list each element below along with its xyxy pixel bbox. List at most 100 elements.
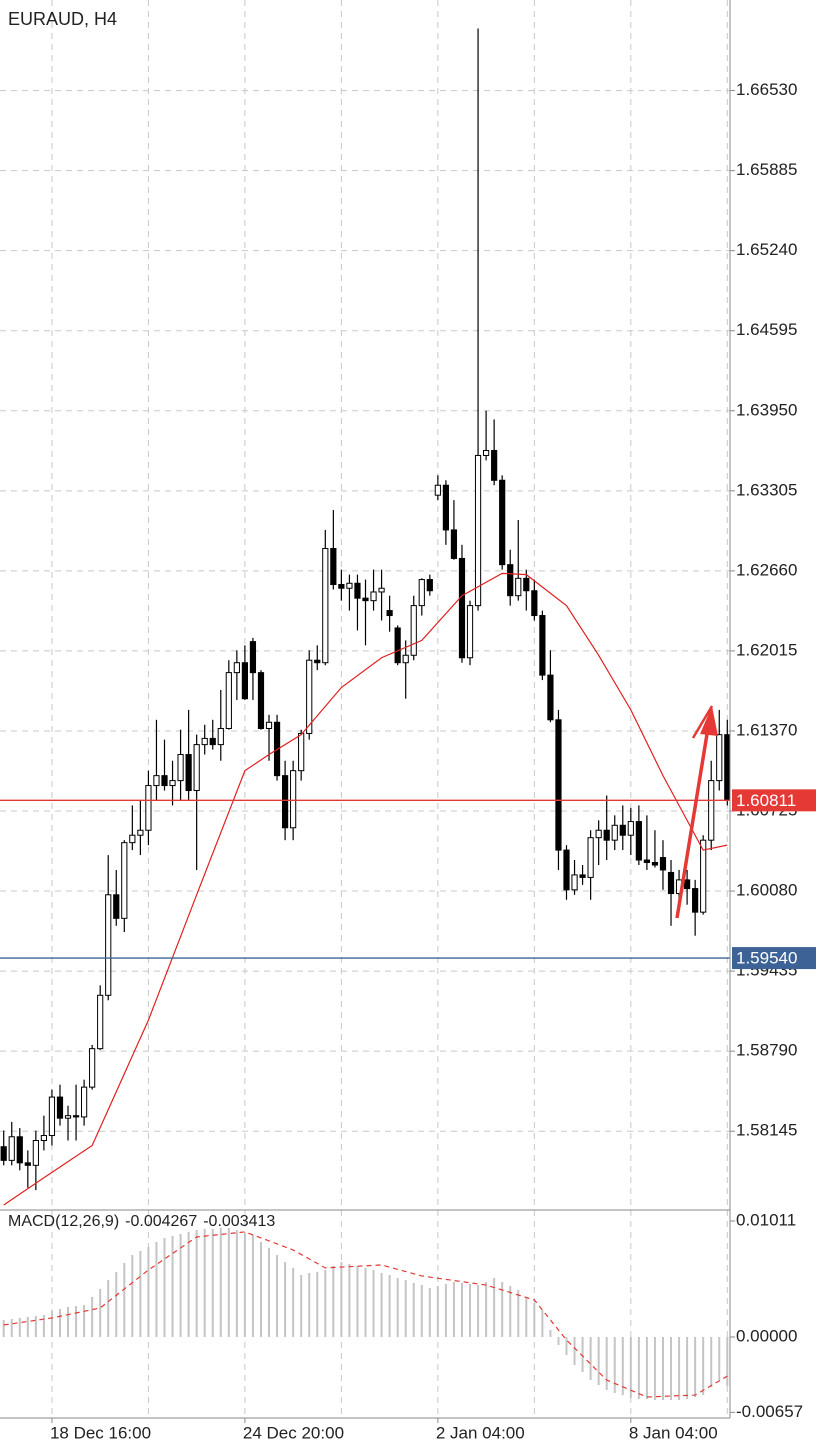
candle-body	[651, 862, 659, 866]
candle-body	[474, 454, 482, 607]
candle-body	[249, 641, 257, 674]
candle-body	[217, 727, 224, 746]
candle-body	[708, 780, 715, 841]
y-tick-label: 0.00000	[736, 1326, 797, 1345]
chart-title: EURAUD, H4	[8, 9, 117, 29]
candle-body	[265, 721, 273, 729]
candle-body	[97, 994, 104, 1050]
y-tick-label: 1.62660	[736, 560, 797, 579]
candle-body	[539, 615, 546, 676]
candle-body	[571, 874, 578, 891]
candle-body	[314, 659, 321, 664]
candle-body	[635, 821, 642, 861]
candle-body	[692, 888, 699, 913]
candle-body	[177, 754, 184, 782]
candle-body	[603, 829, 610, 841]
candle-body	[282, 775, 289, 829]
candle-body	[483, 449, 490, 456]
arrow-shaft	[675, 727, 710, 919]
candle-body	[322, 548, 329, 664]
candle-body	[0, 1146, 7, 1161]
moving-average	[3, 572, 728, 1206]
candle-body	[8, 1136, 15, 1161]
candle-body	[684, 879, 691, 890]
candle-body	[402, 654, 409, 664]
candle-body	[16, 1136, 23, 1164]
y-tick-label: 1.61370	[736, 720, 797, 739]
y-tick-label: 1.58790	[736, 1041, 797, 1060]
candle-body	[233, 662, 240, 674]
macd-name: MACD(12,26,9)	[8, 1213, 119, 1230]
candle-body	[394, 627, 401, 664]
candle-body	[499, 479, 506, 566]
price-tag	[732, 947, 816, 970]
candle-body	[659, 857, 667, 871]
overlays	[0, 572, 730, 1206]
y-tick-label: 1.60080	[736, 881, 797, 900]
y-tick-label: 1.58145	[736, 1121, 797, 1140]
price-tag-label: 1.60811	[736, 791, 796, 810]
candle-body	[169, 780, 176, 787]
candle-body	[48, 1096, 56, 1137]
candle-body	[627, 821, 634, 836]
candle-body	[724, 734, 731, 801]
y-tick-label: 1.65885	[736, 160, 797, 179]
candle-body	[56, 1096, 64, 1119]
macd-pane	[2, 1228, 729, 1400]
candle-body	[700, 839, 707, 913]
candle-body	[555, 719, 562, 851]
candle-body	[346, 582, 353, 589]
candle-body	[716, 734, 723, 782]
y-tick-label: 1.66530	[736, 80, 797, 99]
candle-body	[611, 824, 618, 841]
candle-body	[121, 842, 128, 919]
y-tick-label: 1.62015	[736, 640, 797, 659]
indicator-label: MACD(12,26,9) -0.004267 -0.003413	[8, 1213, 275, 1230]
candle-body	[40, 1135, 47, 1142]
candle-body	[201, 737, 208, 746]
candle-body	[24, 1162, 31, 1166]
candle-body	[145, 785, 152, 831]
candle-body	[579, 874, 586, 878]
x-tick-label: 18 Dec 16:00	[50, 1423, 151, 1442]
y-tick-label: -0.00657	[736, 1402, 803, 1421]
grid: 1.581451.587901.594351.600801.607251.613…	[0, 0, 803, 1442]
candle-body	[643, 859, 650, 864]
candle-body	[105, 894, 112, 996]
candle-body	[410, 605, 417, 656]
candle-body	[378, 587, 385, 593]
y-tick-label: 1.64595	[736, 320, 797, 339]
drawn-arrow	[675, 705, 718, 919]
candle-body	[434, 484, 441, 496]
y-tick-label: 1.65240	[736, 240, 797, 259]
candle-body	[64, 1115, 72, 1119]
candle-body	[330, 548, 337, 586]
candle-body	[547, 674, 554, 721]
candle-body	[306, 659, 313, 734]
y-tick-label: 0.01011	[736, 1210, 796, 1229]
candle-body	[354, 582, 361, 599]
candle-body	[241, 662, 249, 700]
candle-body	[563, 849, 570, 891]
candle-body	[185, 754, 192, 792]
candle-body	[523, 577, 530, 592]
candle-body	[290, 770, 297, 829]
y-tick-label: 1.63950	[736, 400, 797, 419]
macd-main-value: -0.004267	[125, 1213, 197, 1230]
candle-body	[426, 579, 433, 592]
candle-body	[257, 672, 265, 729]
candle-body	[161, 775, 168, 787]
candle-body	[362, 597, 369, 602]
candle-body	[338, 584, 345, 589]
x-tick-label: 24 Dec 20:00	[243, 1423, 344, 1442]
candle-body	[113, 894, 120, 919]
candle-body	[491, 449, 498, 481]
candle-body	[507, 564, 514, 597]
candle-body	[386, 610, 393, 617]
candle-body	[32, 1140, 39, 1166]
candle-body	[298, 732, 305, 772]
macd-signal-line	[3, 1231, 728, 1398]
candle-body	[458, 557, 466, 659]
macd-signal-value: -0.003413	[203, 1213, 275, 1230]
